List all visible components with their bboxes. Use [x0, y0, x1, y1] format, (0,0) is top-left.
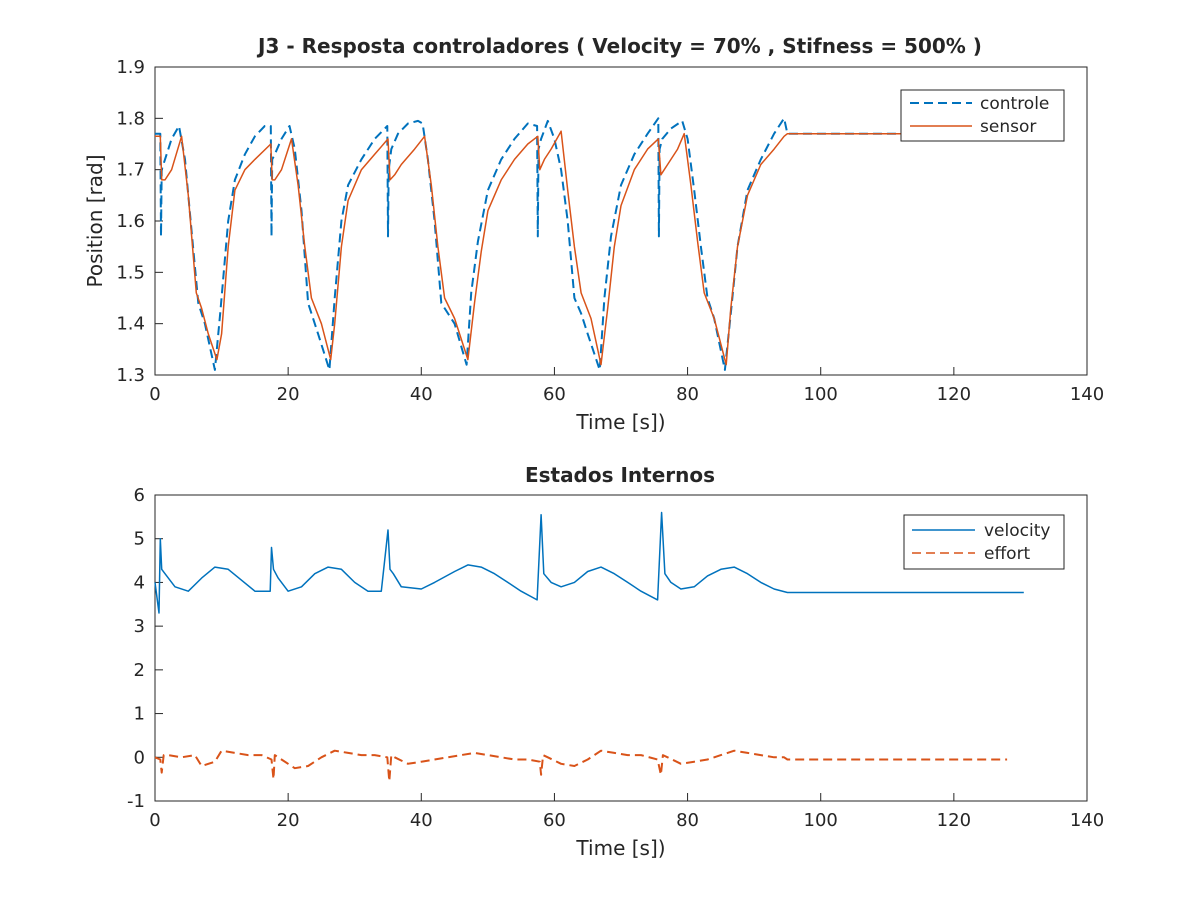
bottom-subplot: Estados Internos 0 20 40 60 80 100 120 1… [127, 463, 1104, 860]
bottom-legend: velocity effort [903, 514, 1065, 570]
bottom-y-ticks: -1 0 1 2 3 4 5 6 [127, 485, 145, 812]
top-tick-marks [154, 66, 1088, 376]
series-sensor-line [155, 130, 1021, 366]
bottom-y-tick-label: 6 [134, 485, 145, 506]
series-effort-line [154, 749, 1008, 783]
top-subplot: J3 - Resposta controladores ( Velocity =… [83, 34, 1104, 434]
bottom-x-ticks: 0 20 40 60 80 100 120 140 [149, 810, 1104, 831]
bottom-plot-series [154, 511, 1024, 783]
legend-velocity-label: velocity [984, 521, 1050, 541]
bottom-plot-axes-box [154, 494, 1088, 802]
bottom-x-tick-label: 20 [277, 810, 300, 831]
series-controle-line [155, 117, 1021, 371]
top-y-tick-label: 1.3 [116, 365, 145, 386]
top-y-ticks: 1.3 1.4 1.5 1.6 1.7 1.8 1.9 [116, 57, 145, 386]
bottom-y-tick-label: 3 [134, 616, 145, 637]
legend-effort-label: effort [984, 544, 1031, 564]
top-x-tick-label: 80 [676, 384, 699, 405]
bottom-y-tick-label: 2 [134, 660, 145, 681]
top-x-tick-label: 20 [277, 384, 300, 405]
top-plot-title: J3 - Resposta controladores ( Velocity =… [256, 34, 982, 58]
top-x-ticks: 0 20 40 60 80 100 120 140 [149, 384, 1104, 405]
bottom-y-tick-label: 4 [134, 572, 145, 593]
top-plot-series [155, 117, 1021, 371]
top-x-tick-label: 140 [1070, 384, 1104, 405]
bottom-x-tick-label: 140 [1070, 810, 1104, 831]
legend-controle-label: controle [980, 94, 1049, 114]
bottom-legend-box [903, 514, 1065, 570]
bottom-y-tick-label: 0 [134, 747, 145, 768]
bottom-x-tick-label: 120 [937, 810, 971, 831]
bottom-x-tick-label: 80 [676, 810, 699, 831]
top-y-tick-label: 1.6 [116, 211, 145, 232]
bottom-x-tick-label: 60 [543, 810, 566, 831]
series-velocity-line [154, 511, 1024, 614]
bottom-tick-marks [154, 494, 1088, 802]
top-y-tick-label: 1.4 [116, 314, 145, 335]
top-legend-box [900, 89, 1065, 142]
top-x-tick-label: 60 [543, 384, 566, 405]
bottom-x-tick-label: 0 [149, 810, 160, 831]
bottom-x-tick-label: 100 [804, 810, 838, 831]
bottom-x-axis-label: Time [s]) [575, 836, 665, 860]
top-y-tick-label: 1.7 [116, 160, 145, 181]
top-x-tick-label: 120 [937, 384, 971, 405]
top-y-tick-label: 1.5 [116, 262, 145, 283]
legend-sensor-label: sensor [980, 117, 1036, 137]
top-x-axis-label: Time [s]) [575, 410, 665, 434]
top-y-tick-label: 1.8 [116, 108, 145, 129]
bottom-y-tick-label: 5 [134, 529, 145, 550]
bottom-plot-title: Estados Internos [525, 463, 715, 487]
top-legend: controle sensor [900, 89, 1065, 142]
top-x-tick-label: 0 [149, 384, 160, 405]
top-y-axis-label: Position [rad] [83, 154, 107, 287]
top-y-tick-label: 1.9 [116, 57, 145, 78]
bottom-y-tick-label: 1 [134, 704, 145, 725]
top-x-tick-label: 100 [804, 384, 838, 405]
bottom-x-tick-label: 40 [410, 810, 433, 831]
bottom-y-tick-label: -1 [127, 791, 145, 812]
top-x-tick-label: 40 [410, 384, 433, 405]
